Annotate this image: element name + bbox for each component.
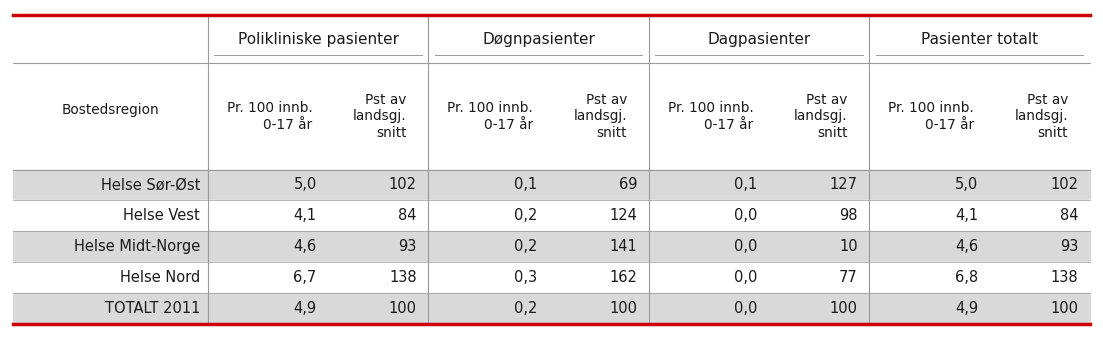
Bar — [13, 262, 1090, 293]
Text: Pr. 100 innb.
0-17 år: Pr. 100 innb. 0-17 år — [888, 101, 974, 132]
Text: 124: 124 — [609, 208, 638, 223]
Text: 100: 100 — [1050, 301, 1078, 316]
Bar — [13, 63, 1090, 170]
Text: 10: 10 — [839, 239, 858, 254]
Text: 4,9: 4,9 — [955, 301, 978, 316]
Text: 0,2: 0,2 — [514, 208, 537, 223]
Text: 4,9: 4,9 — [293, 301, 317, 316]
Text: 100: 100 — [388, 301, 417, 316]
Text: 93: 93 — [1060, 239, 1078, 254]
Text: Dagpasienter: Dagpasienter — [707, 32, 811, 47]
Text: 4,1: 4,1 — [293, 208, 317, 223]
Text: 127: 127 — [829, 177, 858, 193]
Text: Pst av
landsgj.
snitt: Pst av landsgj. snitt — [574, 93, 628, 140]
Text: Helse Nord: Helse Nord — [120, 270, 200, 285]
Text: Pr. 100 innb.
0-17 år: Pr. 100 innb. 0-17 år — [448, 101, 533, 132]
Bar — [13, 200, 1090, 231]
Text: 162: 162 — [609, 270, 638, 285]
Text: 84: 84 — [1060, 208, 1078, 223]
Text: 5,0: 5,0 — [955, 177, 978, 193]
Text: 5,0: 5,0 — [293, 177, 317, 193]
Text: Polikliniske pasienter: Polikliniske pasienter — [237, 32, 398, 47]
Text: 0,0: 0,0 — [735, 239, 758, 254]
Text: Pr. 100 innb.
0-17 år: Pr. 100 innb. 0-17 år — [227, 101, 312, 132]
Text: 0,3: 0,3 — [514, 270, 537, 285]
Text: 0,2: 0,2 — [514, 301, 537, 316]
Text: 4,1: 4,1 — [955, 208, 978, 223]
Bar — [13, 170, 1090, 200]
Text: 84: 84 — [398, 208, 417, 223]
Text: Bostedsregion: Bostedsregion — [62, 102, 160, 117]
Bar — [13, 231, 1090, 262]
Text: 0,1: 0,1 — [514, 177, 537, 193]
Text: 102: 102 — [1050, 177, 1078, 193]
Text: Pst av
landsgj.
snitt: Pst av landsgj. snitt — [1015, 93, 1068, 140]
Text: 138: 138 — [389, 270, 417, 285]
Text: Pst av
landsgj.
snitt: Pst av landsgj. snitt — [794, 93, 848, 140]
Bar — [13, 15, 1090, 63]
Text: 102: 102 — [388, 177, 417, 193]
Text: 6,7: 6,7 — [293, 270, 317, 285]
Text: Helse Sør-Øst: Helse Sør-Øst — [100, 177, 200, 193]
Text: 0,0: 0,0 — [735, 270, 758, 285]
Text: 93: 93 — [398, 239, 417, 254]
Text: 4,6: 4,6 — [293, 239, 317, 254]
Text: Helse Midt-Norge: Helse Midt-Norge — [74, 239, 200, 254]
Text: TOTALT 2011: TOTALT 2011 — [105, 301, 200, 316]
Text: Helse Vest: Helse Vest — [124, 208, 200, 223]
Text: 6,8: 6,8 — [955, 270, 978, 285]
Text: 138: 138 — [1050, 270, 1078, 285]
Text: Pasienter totalt: Pasienter totalt — [921, 32, 1038, 47]
Text: 0,0: 0,0 — [735, 208, 758, 223]
Text: 141: 141 — [610, 239, 638, 254]
Text: Døgnpasienter: Døgnpasienter — [482, 32, 595, 47]
Text: Pst av
landsgj.
snitt: Pst av landsgj. snitt — [353, 93, 407, 140]
Bar — [13, 293, 1090, 324]
Text: 0,0: 0,0 — [735, 301, 758, 316]
Text: 69: 69 — [619, 177, 638, 193]
Text: Pr. 100 innb.
0-17 år: Pr. 100 innb. 0-17 år — [667, 101, 753, 132]
Text: 77: 77 — [839, 270, 858, 285]
Text: 0,1: 0,1 — [735, 177, 758, 193]
Text: 0,2: 0,2 — [514, 239, 537, 254]
Text: 98: 98 — [839, 208, 858, 223]
Text: 100: 100 — [609, 301, 638, 316]
Text: 100: 100 — [829, 301, 858, 316]
Text: 4,6: 4,6 — [955, 239, 978, 254]
